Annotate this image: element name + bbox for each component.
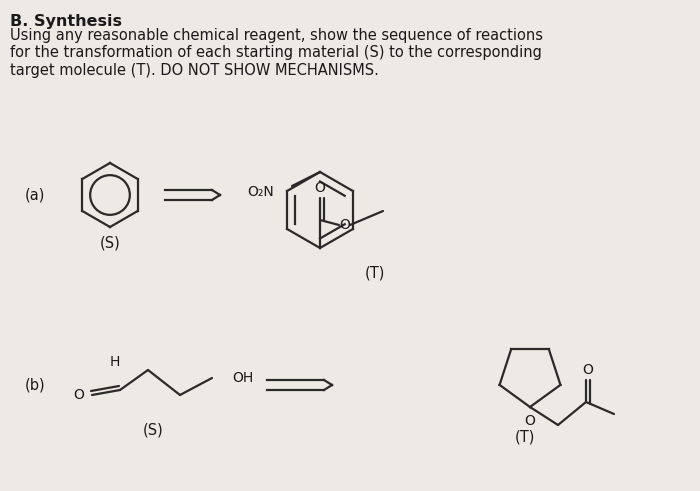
Text: O₂N: O₂N bbox=[247, 185, 274, 199]
Text: H: H bbox=[110, 355, 120, 369]
Text: O: O bbox=[340, 218, 351, 232]
Text: (T): (T) bbox=[365, 266, 385, 280]
Text: (a): (a) bbox=[25, 188, 46, 202]
Text: O: O bbox=[73, 388, 84, 402]
Text: Using any reasonable chemical reagent, show the sequence of reactions
for the tr: Using any reasonable chemical reagent, s… bbox=[10, 28, 543, 78]
Text: (T): (T) bbox=[514, 430, 536, 444]
Text: B. Synthesis: B. Synthesis bbox=[10, 14, 122, 29]
Text: O: O bbox=[314, 181, 326, 195]
Text: O: O bbox=[524, 414, 536, 428]
Text: (b): (b) bbox=[25, 378, 46, 392]
Text: (S): (S) bbox=[99, 236, 120, 250]
Text: O: O bbox=[582, 363, 594, 377]
Text: (S): (S) bbox=[143, 422, 163, 437]
Text: OH: OH bbox=[232, 371, 253, 385]
